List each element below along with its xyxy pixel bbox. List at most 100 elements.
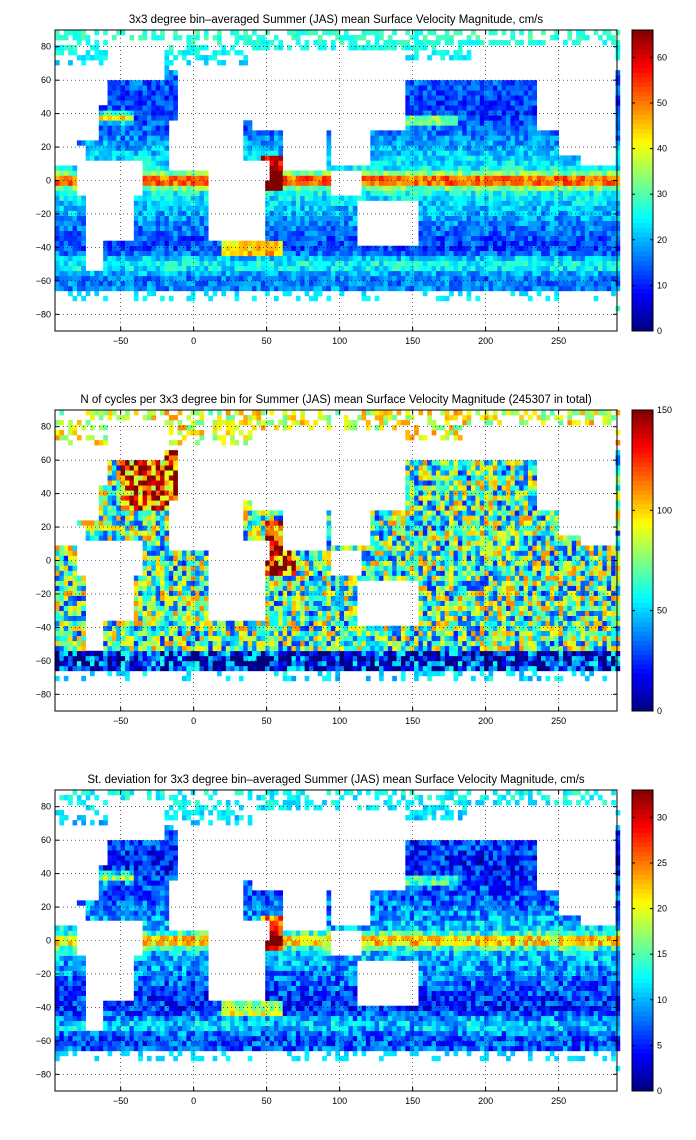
heatmap-cell — [471, 160, 476, 166]
heatmap-cell — [532, 140, 538, 146]
heatmap-cell — [471, 170, 476, 176]
heatmap-cell — [357, 35, 362, 41]
heatmap-cell — [492, 665, 498, 672]
heatmap-cell — [265, 265, 270, 272]
heatmap-cell — [457, 110, 463, 116]
heatmap-cell — [357, 195, 362, 201]
heatmap-cell — [414, 35, 419, 41]
heatmap-cell — [125, 640, 130, 647]
heatmap-cell — [81, 285, 86, 292]
heatmap-cell — [580, 195, 586, 201]
heatmap-cell — [291, 195, 297, 201]
heatmap-cell — [352, 665, 358, 672]
heatmap-cell — [107, 155, 113, 161]
heatmap-cell — [173, 205, 178, 211]
heatmap-cell — [138, 235, 143, 241]
heatmap-cell — [177, 275, 183, 282]
heatmap-cell — [291, 675, 297, 682]
heatmap-cell — [339, 235, 345, 241]
heatmap-cell — [554, 235, 559, 241]
heatmap-cell — [453, 640, 459, 647]
heatmap-cell — [589, 240, 594, 247]
heatmap-cell — [151, 220, 157, 226]
heatmap-cell — [475, 100, 481, 106]
heatmap-cell — [510, 195, 516, 201]
heatmap-cell — [422, 225, 428, 231]
heatmap-cell — [151, 165, 157, 171]
heatmap-cell — [120, 250, 126, 257]
heatmap-cell — [94, 275, 100, 282]
heatmap-cell — [186, 650, 192, 657]
heatmap-cell — [598, 260, 603, 267]
heatmap-cell — [208, 295, 213, 302]
heatmap-cell — [492, 155, 498, 161]
heatmap-cell — [164, 640, 170, 647]
heatmap-cell — [462, 115, 467, 121]
heatmap-cell — [155, 200, 161, 206]
heatmap-cell — [466, 140, 472, 146]
heatmap-cell — [282, 650, 288, 657]
heatmap-cell — [120, 265, 126, 272]
heatmap-cell — [440, 50, 446, 56]
heatmap-cell — [527, 215, 533, 221]
heatmap-cell — [116, 655, 121, 662]
heatmap-cell — [164, 265, 170, 272]
heatmap-cell — [435, 155, 441, 161]
heatmap-cell — [273, 160, 279, 166]
heatmap-cell — [304, 235, 310, 241]
heatmap-cell — [164, 245, 170, 252]
heatmap-cell — [449, 120, 454, 126]
heatmap-cell — [273, 270, 279, 277]
heatmap-cell — [142, 80, 148, 86]
heatmap-cell — [492, 650, 498, 657]
heatmap-cell — [146, 170, 152, 176]
heatmap-cell — [510, 175, 516, 181]
heatmap-cell — [133, 225, 139, 231]
heatmap-cell — [440, 165, 446, 171]
heatmap-cell — [453, 650, 459, 657]
heatmap-cell — [549, 185, 555, 191]
heatmap-cell — [414, 95, 419, 101]
heatmap-cell — [484, 250, 489, 257]
heatmap-cell — [427, 145, 432, 151]
heatmap-cell — [317, 210, 323, 216]
heatmap-cell — [326, 140, 332, 146]
heatmap-cell — [536, 650, 542, 657]
heatmap-cell — [497, 180, 502, 186]
heatmap-cell — [269, 220, 275, 226]
heatmap-cell — [510, 135, 516, 141]
heatmap-cell — [492, 135, 498, 141]
heatmap-cell — [287, 215, 292, 221]
heatmap-cell — [81, 650, 86, 657]
heatmap-cell — [55, 255, 60, 262]
heatmap-cell — [554, 275, 559, 282]
heatmap-cell — [532, 245, 538, 252]
heatmap-cell — [146, 150, 152, 156]
heatmap-cell — [589, 285, 594, 292]
heatmap-cell — [199, 235, 205, 241]
heatmap-cell — [352, 275, 358, 282]
colorbar-segment — [632, 81, 653, 87]
heatmap-cell — [422, 110, 428, 116]
heatmap-cell — [501, 215, 507, 221]
heatmap-cell — [348, 660, 354, 667]
heatmap-cell — [510, 245, 516, 252]
heatmap-cell — [225, 665, 231, 672]
heatmap-cell — [615, 165, 621, 171]
heatmap-cell — [352, 230, 358, 236]
heatmap-cell — [273, 260, 279, 267]
heatmap-cell — [76, 40, 82, 46]
heatmap-cell — [313, 185, 319, 191]
heatmap-cell — [405, 110, 411, 116]
heatmap-cell — [462, 205, 467, 211]
heatmap-cell — [514, 120, 520, 126]
heatmap-cell — [374, 185, 380, 191]
heatmap-cell — [260, 150, 266, 156]
heatmap-cell — [133, 280, 139, 287]
heatmap-cell — [501, 170, 507, 176]
heatmap-cell — [138, 140, 143, 146]
heatmap-cell — [449, 280, 454, 287]
heatmap-cell — [549, 660, 555, 667]
heatmap-cell — [322, 660, 327, 667]
heatmap-cell — [453, 215, 459, 221]
